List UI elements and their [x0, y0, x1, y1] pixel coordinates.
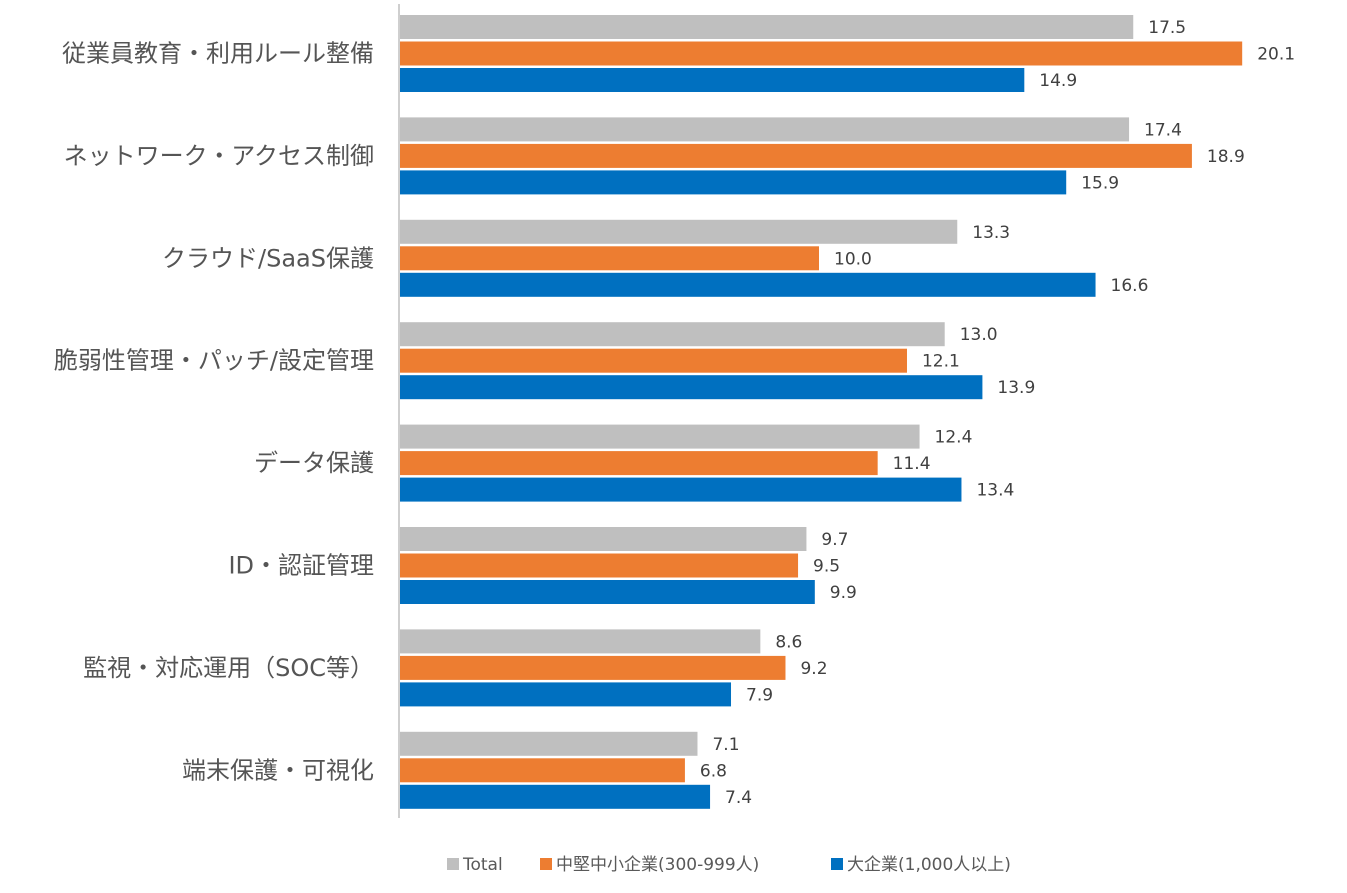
bar	[400, 322, 945, 347]
bar	[400, 41, 1243, 66]
data-label: 9.5	[813, 557, 840, 577]
bar	[400, 580, 815, 604]
category-label: ネットワーク・アクセス制御	[64, 142, 374, 170]
data-label: 16.6	[1111, 276, 1149, 296]
data-label: 15.9	[1081, 173, 1119, 193]
bars-layer	[400, 15, 1243, 809]
bar	[400, 758, 685, 783]
data-label: 11.4	[893, 454, 931, 474]
data-label: 13.4	[976, 481, 1014, 501]
bar	[400, 375, 983, 400]
data-label: 8.6	[775, 632, 802, 652]
bar	[400, 246, 819, 271]
bar	[400, 784, 711, 809]
data-label: 9.2	[800, 659, 827, 679]
data-label: 7.9	[746, 685, 773, 705]
category-label: 脆弱性管理・パッチ/設定管理	[54, 347, 374, 375]
legend-swatch	[831, 858, 843, 870]
bar	[400, 143, 1192, 168]
data-label: 7.4	[725, 788, 752, 808]
category-label: データ保護	[254, 449, 374, 477]
labels-layer: 従業員教育・利用ルール整備 17.5 20.1 14.9 ネットワーク・アクセス制御 17…	[54, 18, 1295, 808]
data-label: 13.9	[997, 378, 1035, 398]
bar	[400, 348, 907, 373]
category-label: 監視・対応運用（SOC等）	[83, 654, 374, 682]
data-label: 13.3	[972, 223, 1010, 243]
bar	[400, 553, 799, 578]
bar	[400, 170, 1067, 195]
category-label: ID・認証管理	[228, 552, 374, 580]
category-label: 端末保護・可視化	[182, 756, 374, 784]
bar	[400, 477, 962, 502]
data-label: 14.9	[1039, 71, 1077, 91]
bar	[400, 655, 786, 680]
bar	[400, 424, 920, 449]
bar	[400, 731, 698, 756]
data-label: 12.4	[935, 428, 973, 448]
data-label: 13.0	[960, 325, 998, 345]
legend: Total 中堅中小企業(300-999人) 大企業(1,000人以上)	[447, 855, 1011, 875]
bar	[400, 451, 878, 476]
bar	[400, 272, 1096, 297]
bar	[400, 219, 958, 244]
data-label: 12.1	[922, 352, 960, 372]
category-label: 従業員教育・利用ルール整備	[62, 40, 374, 68]
data-label: 20.1	[1257, 45, 1295, 65]
bar	[400, 682, 732, 707]
bar	[400, 15, 1134, 39]
bar	[400, 629, 761, 654]
legend-label: 大企業(1,000人以上)	[847, 855, 1011, 875]
data-label: 17.5	[1148, 18, 1186, 38]
data-label: 7.1	[712, 735, 739, 755]
bar	[400, 117, 1130, 142]
legend-swatch	[447, 858, 459, 870]
bar	[400, 527, 807, 551]
data-label: 10.0	[834, 249, 872, 269]
data-label: 9.9	[830, 583, 857, 603]
legend-swatch	[540, 858, 552, 870]
data-label: 18.9	[1207, 147, 1245, 167]
data-label: 17.4	[1144, 120, 1182, 140]
legend-label: Total	[462, 855, 503, 875]
data-label: 6.8	[700, 761, 727, 781]
legend-label: 中堅中小企業(300-999人)	[556, 855, 759, 875]
bar	[400, 68, 1025, 92]
category-label: クラウド/SaaS保護	[162, 244, 374, 272]
data-label: 9.7	[821, 530, 848, 550]
